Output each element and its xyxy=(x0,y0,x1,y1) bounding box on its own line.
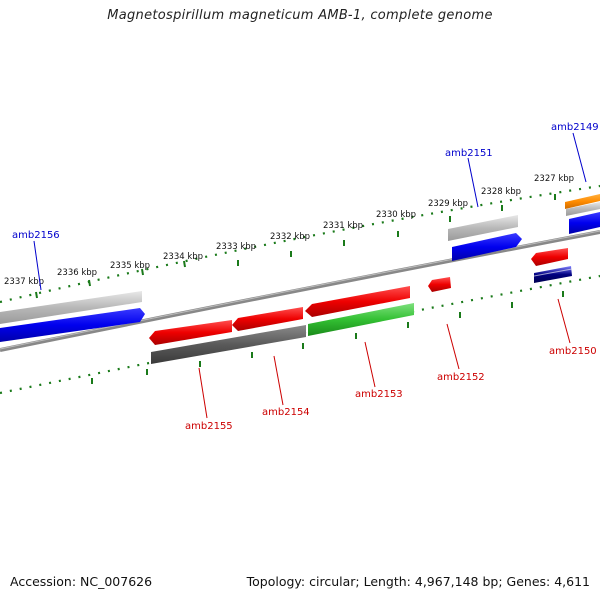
gene-amb2153[interactable] xyxy=(305,286,414,336)
accession-text: Accession: NC_007626 xyxy=(10,574,153,589)
gene-label-amb2151[interactable]: amb2151 xyxy=(445,148,493,159)
gene-amb2152[interactable] xyxy=(428,277,451,292)
tick-label: 2331 kbp xyxy=(323,221,363,231)
gene-amb2149[interactable] xyxy=(565,194,600,234)
major-ticks-lower xyxy=(91,291,564,384)
gene-label-amb2155[interactable]: amb2155 xyxy=(185,421,233,432)
tick-label: 2333 kbp xyxy=(216,242,256,252)
tick-ring-upper xyxy=(0,184,600,304)
label-leaders xyxy=(33,132,587,419)
genome-backbone xyxy=(0,230,600,352)
gene-labels: amb2156 amb2151 amb2149 amb2155 amb2154 … xyxy=(12,122,599,432)
major-ticks-upper xyxy=(35,194,556,299)
tick-label: 2328 kbp xyxy=(481,187,521,197)
gene-amb2154[interactable] xyxy=(232,307,303,331)
tick-label: 2332 kbp xyxy=(270,232,310,242)
genome-summary-text: Topology: circular; Length: 4,967,148 bp… xyxy=(246,574,590,589)
gene-label-amb2156[interactable]: amb2156 xyxy=(12,230,60,241)
tick-label: 2337 kbp xyxy=(4,277,44,287)
map-title: Magnetospirillum magneticum AMB-1, compl… xyxy=(107,8,493,23)
gene-amb2151[interactable] xyxy=(448,215,522,261)
tick-label: 2329 kbp xyxy=(428,199,468,209)
tick-labels: 2337 kbp 2336 kbp 2335 kbp 2334 kbp 2333… xyxy=(4,174,574,287)
tick-label: 2336 kbp xyxy=(57,268,97,278)
tick-label: 2327 kbp xyxy=(534,174,574,184)
gene-amb2156[interactable] xyxy=(0,291,145,342)
gene-label-amb2150[interactable]: amb2150 xyxy=(549,346,597,357)
gene-label-amb2153[interactable]: amb2153 xyxy=(355,389,403,400)
gene-label-amb2154[interactable]: amb2154 xyxy=(262,407,310,418)
gene-label-amb2152[interactable]: amb2152 xyxy=(437,372,485,383)
gene-amb2150[interactable] xyxy=(531,248,573,283)
tick-label: 2335 kbp xyxy=(110,261,150,271)
tick-label: 2334 kbp xyxy=(163,252,203,262)
gene-label-amb2149[interactable]: amb2149 xyxy=(551,122,599,133)
gene-amb2155[interactable] xyxy=(149,320,306,364)
tick-label: 2330 kbp xyxy=(376,210,416,220)
